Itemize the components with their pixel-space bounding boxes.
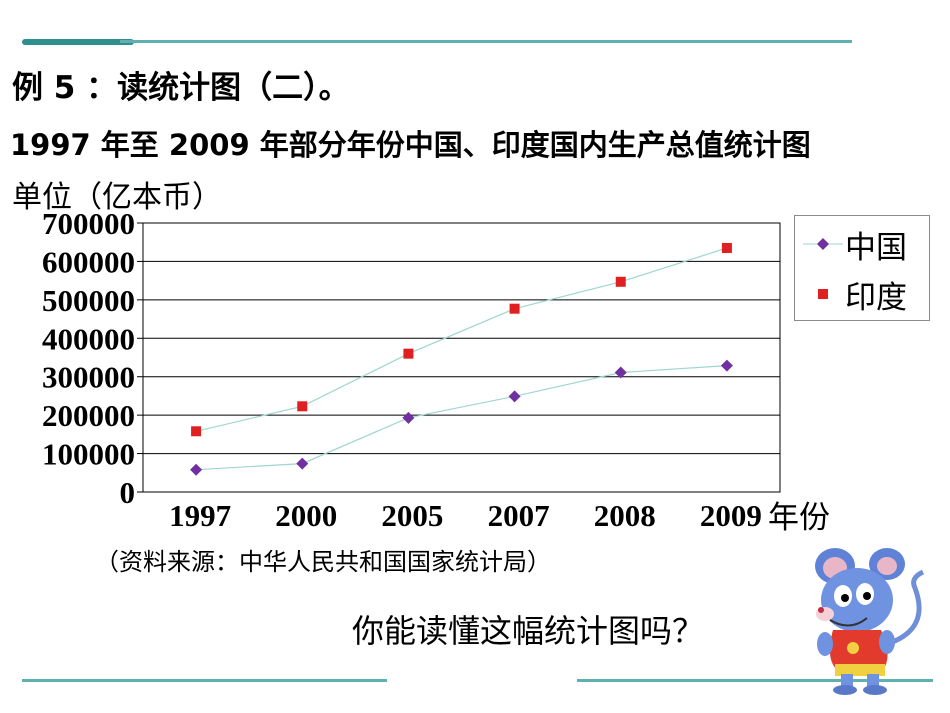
data-point-diamond <box>402 411 415 424</box>
legend-item-india: 印度 <box>803 274 907 316</box>
series-line-0 <box>196 365 727 471</box>
question-prompt: 你能读懂这幅统计图吗？ <box>352 612 705 650</box>
x-tick-label: 2007 <box>488 498 550 533</box>
x-tick-label: 1997 <box>169 498 231 533</box>
data-point-square <box>403 348 414 359</box>
data-point-diamond <box>296 457 309 470</box>
y-tick-label: 700000 <box>42 206 135 241</box>
data-point-square <box>297 401 308 412</box>
legend-item-china: 中国 <box>803 224 907 266</box>
legend-label-china: 中国 <box>845 229 907 266</box>
x-tick-label: 2000 <box>275 498 337 533</box>
plot-area <box>142 222 781 493</box>
top-accent-bar <box>22 39 134 45</box>
data-point-square <box>615 276 626 287</box>
data-point-square <box>191 426 202 437</box>
y-tick-label: 100000 <box>42 437 135 472</box>
x-tick-label: 2005 <box>381 498 443 533</box>
series-line-1 <box>195 247 728 432</box>
x-tick-label: 2009 <box>700 498 762 533</box>
bottom-divider-right <box>577 679 933 682</box>
chart-title: 1997 年至 2009 年部分年份中国、印度国内生产总值统计图 <box>10 128 811 162</box>
y-tick-label: 500000 <box>42 283 135 318</box>
x-axis-title: 年份 <box>768 500 830 536</box>
y-tick-label: 200000 <box>42 398 135 433</box>
y-tick-label: 400000 <box>42 321 135 356</box>
y-tick-label: 600000 <box>42 244 135 279</box>
data-point-diamond <box>720 359 733 372</box>
y-axis-unit-label: 单位（亿本币） <box>12 180 222 215</box>
y-tick-label: 300000 <box>42 360 135 395</box>
top-divider-line <box>120 40 852 43</box>
data-source-note: （资料来源：中华人民共和国国家统计局） <box>95 548 551 576</box>
legend-diamond-icon <box>803 238 843 250</box>
legend-label-india: 印度 <box>845 279 907 316</box>
cartoon-mouse-icon <box>815 548 925 695</box>
legend-square-icon <box>818 289 828 299</box>
data-point-square <box>509 303 520 314</box>
example-title: 例 5 ：读统计图（二）。 <box>12 70 350 106</box>
data-point-diamond <box>190 463 203 476</box>
chart-legend: 中国 印度 <box>794 215 930 321</box>
data-point-diamond <box>614 366 627 379</box>
bottom-divider-left <box>22 679 387 682</box>
data-point-square <box>721 242 732 253</box>
data-point-diamond <box>508 390 521 403</box>
y-tick-label: 0 <box>120 475 136 510</box>
x-tick-label: 2008 <box>594 498 656 533</box>
